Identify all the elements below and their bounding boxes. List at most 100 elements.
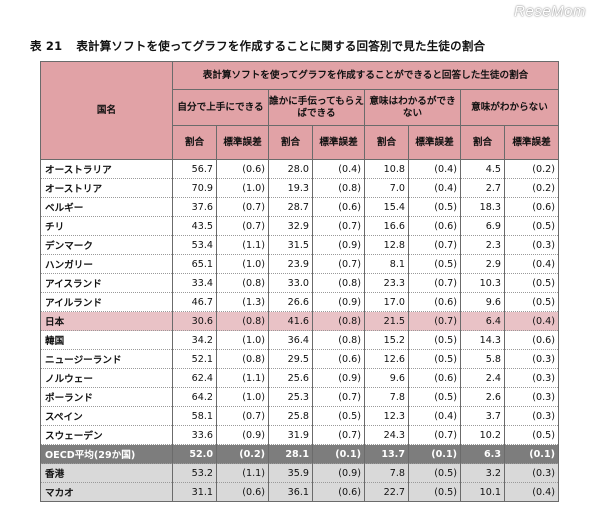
ratio-cell: 31.5	[268, 235, 313, 255]
se-cell: (0.5)	[503, 425, 560, 445]
se-cell: (1.3)	[216, 292, 269, 312]
ratio-cell: 31.1	[172, 482, 217, 502]
country-cell: アイルランド	[40, 292, 173, 312]
table-row: チリ 43.5 (0.7) 32.9 (0.7) 16.6 (0.6) 6.9 (0.5)	[40, 216, 560, 236]
se-cell: (0.7)	[312, 425, 365, 445]
se-cell: (0.5)	[408, 330, 461, 350]
country-cell: ノルウェー	[40, 368, 173, 388]
ratio-cell: 53.4	[172, 235, 217, 255]
country-cell: アイスランド	[40, 273, 173, 293]
category-header: 意味はわかるができない	[364, 89, 461, 126]
se-cell: (0.9)	[312, 368, 365, 388]
ratio-cell: 13.7	[364, 444, 409, 464]
se-header: 標準誤差	[503, 125, 560, 160]
country-cell: 香港	[40, 463, 173, 483]
se-cell: (1.1)	[216, 368, 269, 388]
se-cell: (0.5)	[408, 463, 461, 483]
se-cell: (1.0)	[216, 178, 269, 198]
ratio-cell: 5.8	[460, 349, 505, 369]
resemom-logo: ReseMom	[514, 3, 586, 20]
table-body: オーストラリア 56.7 (0.6) 28.0 (0.4) 10.8 (0.4) 4.5 (0.…	[40, 159, 560, 502]
ratio-cell: 56.7	[172, 159, 217, 179]
ratio-cell: 15.2	[364, 330, 409, 350]
ratio-cell: 53.2	[172, 463, 217, 483]
ratio-cell: 37.6	[172, 197, 217, 217]
ratio-cell: 19.3	[268, 178, 313, 198]
ratio-cell: 6.3	[460, 444, 505, 464]
se-cell: (0.7)	[408, 311, 461, 331]
ratio-cell: 34.2	[172, 330, 217, 350]
se-cell: (1.0)	[216, 330, 269, 350]
se-cell: (0.7)	[312, 216, 365, 236]
se-cell: (0.4)	[408, 178, 461, 198]
ratio-cell: 23.3	[364, 273, 409, 293]
se-cell: (0.5)	[503, 292, 560, 312]
ratio-cell: 33.0	[268, 273, 313, 293]
country-cell: ポーランド	[40, 387, 173, 407]
se-cell: (1.0)	[216, 387, 269, 407]
ratio-cell: 65.1	[172, 254, 217, 274]
ratio-cell: 16.6	[364, 216, 409, 236]
category-header: 意味がわからない	[459, 89, 560, 126]
se-cell: (0.7)	[216, 406, 269, 426]
ratio-cell: 12.6	[364, 349, 409, 369]
ratio-cell: 21.5	[364, 311, 409, 331]
ratio-cell: 33.4	[172, 273, 217, 293]
se-cell: (0.8)	[312, 178, 365, 198]
se-cell: (0.3)	[503, 235, 560, 255]
ratio-cell: 15.4	[364, 197, 409, 217]
table-title: 表 21 表計算ソフトを使ってグラフを作成することに関する回答別で見た生徒の割合	[30, 38, 485, 54]
country-header: 国名	[40, 61, 173, 160]
table-row: オーストリア 70.9 (1.0) 19.3 (0.8) 7.0 (0.4) 2.7 (0.2)	[40, 178, 560, 198]
ratio-cell: 12.8	[364, 235, 409, 255]
country-cell: チリ	[40, 216, 173, 236]
se-cell: (0.5)	[408, 254, 461, 274]
se-cell: (0.5)	[503, 216, 560, 236]
se-cell: (0.9)	[312, 235, 365, 255]
se-cell: (0.8)	[312, 330, 365, 350]
se-header: 標準誤差	[312, 125, 365, 160]
table-row: ポーランド 64.2 (1.0) 25.3 (0.7) 7.8 (0.5) 2.6 (0.3)	[40, 387, 560, 407]
se-cell: (0.4)	[312, 159, 365, 179]
se-cell: (0.5)	[503, 273, 560, 293]
se-cell: (0.6)	[503, 330, 560, 350]
se-cell: (0.5)	[312, 406, 365, 426]
se-cell: (0.6)	[216, 159, 269, 179]
se-cell: (1.1)	[216, 463, 269, 483]
se-cell: (0.3)	[503, 463, 560, 483]
se-cell: (0.2)	[503, 159, 560, 179]
table-row: ニュージーランド 52.1 (0.8) 29.5 (0.6) 12.6 (0.5) 5.8 (0…	[40, 349, 560, 369]
ratio-cell: 17.0	[364, 292, 409, 312]
ratio-cell: 35.9	[268, 463, 313, 483]
se-cell: (0.6)	[408, 292, 461, 312]
se-cell: (0.1)	[312, 444, 365, 464]
country-cell: ハンガリー	[40, 254, 173, 274]
table-row: アイルランド 46.7 (1.3) 26.6 (0.9) 17.0 (0.6) 9.6 (0.5…	[40, 292, 560, 312]
ratio-header: 割合	[268, 125, 313, 160]
se-cell: (0.7)	[216, 197, 269, 217]
ratio-cell: 2.9	[460, 254, 505, 274]
country-cell: オーストラリア	[40, 159, 173, 179]
table-row: マカオ 31.1 (0.6) 36.1 (0.6) 22.7 (0.5) 10.1 (0.4)	[40, 482, 560, 502]
se-cell: (0.4)	[408, 159, 461, 179]
country-cell: 韓国	[40, 330, 173, 350]
se-cell: (0.7)	[408, 235, 461, 255]
se-cell: (0.7)	[216, 216, 269, 236]
se-cell: (0.8)	[312, 273, 365, 293]
se-cell: (0.7)	[312, 387, 365, 407]
country-cell: スペイン	[40, 406, 173, 426]
se-cell: (0.6)	[408, 368, 461, 388]
country-cell: マカオ	[40, 482, 173, 502]
category-header: 自分で上手にできる	[172, 89, 269, 126]
ratio-cell: 2.4	[460, 368, 505, 388]
ratio-cell: 25.6	[268, 368, 313, 388]
ratio-header: 割合	[172, 125, 217, 160]
ratio-cell: 25.8	[268, 406, 313, 426]
ratio-header: 割合	[460, 125, 505, 160]
ratio-cell: 4.5	[460, 159, 505, 179]
table-row: デンマーク 53.4 (1.1) 31.5 (0.9) 12.8 (0.7) 2.3 (0.3)	[40, 235, 560, 255]
ratio-cell: 9.6	[460, 292, 505, 312]
ratio-cell: 7.0	[364, 178, 409, 198]
ratio-cell: 18.3	[460, 197, 505, 217]
ratio-cell: 10.3	[460, 273, 505, 293]
